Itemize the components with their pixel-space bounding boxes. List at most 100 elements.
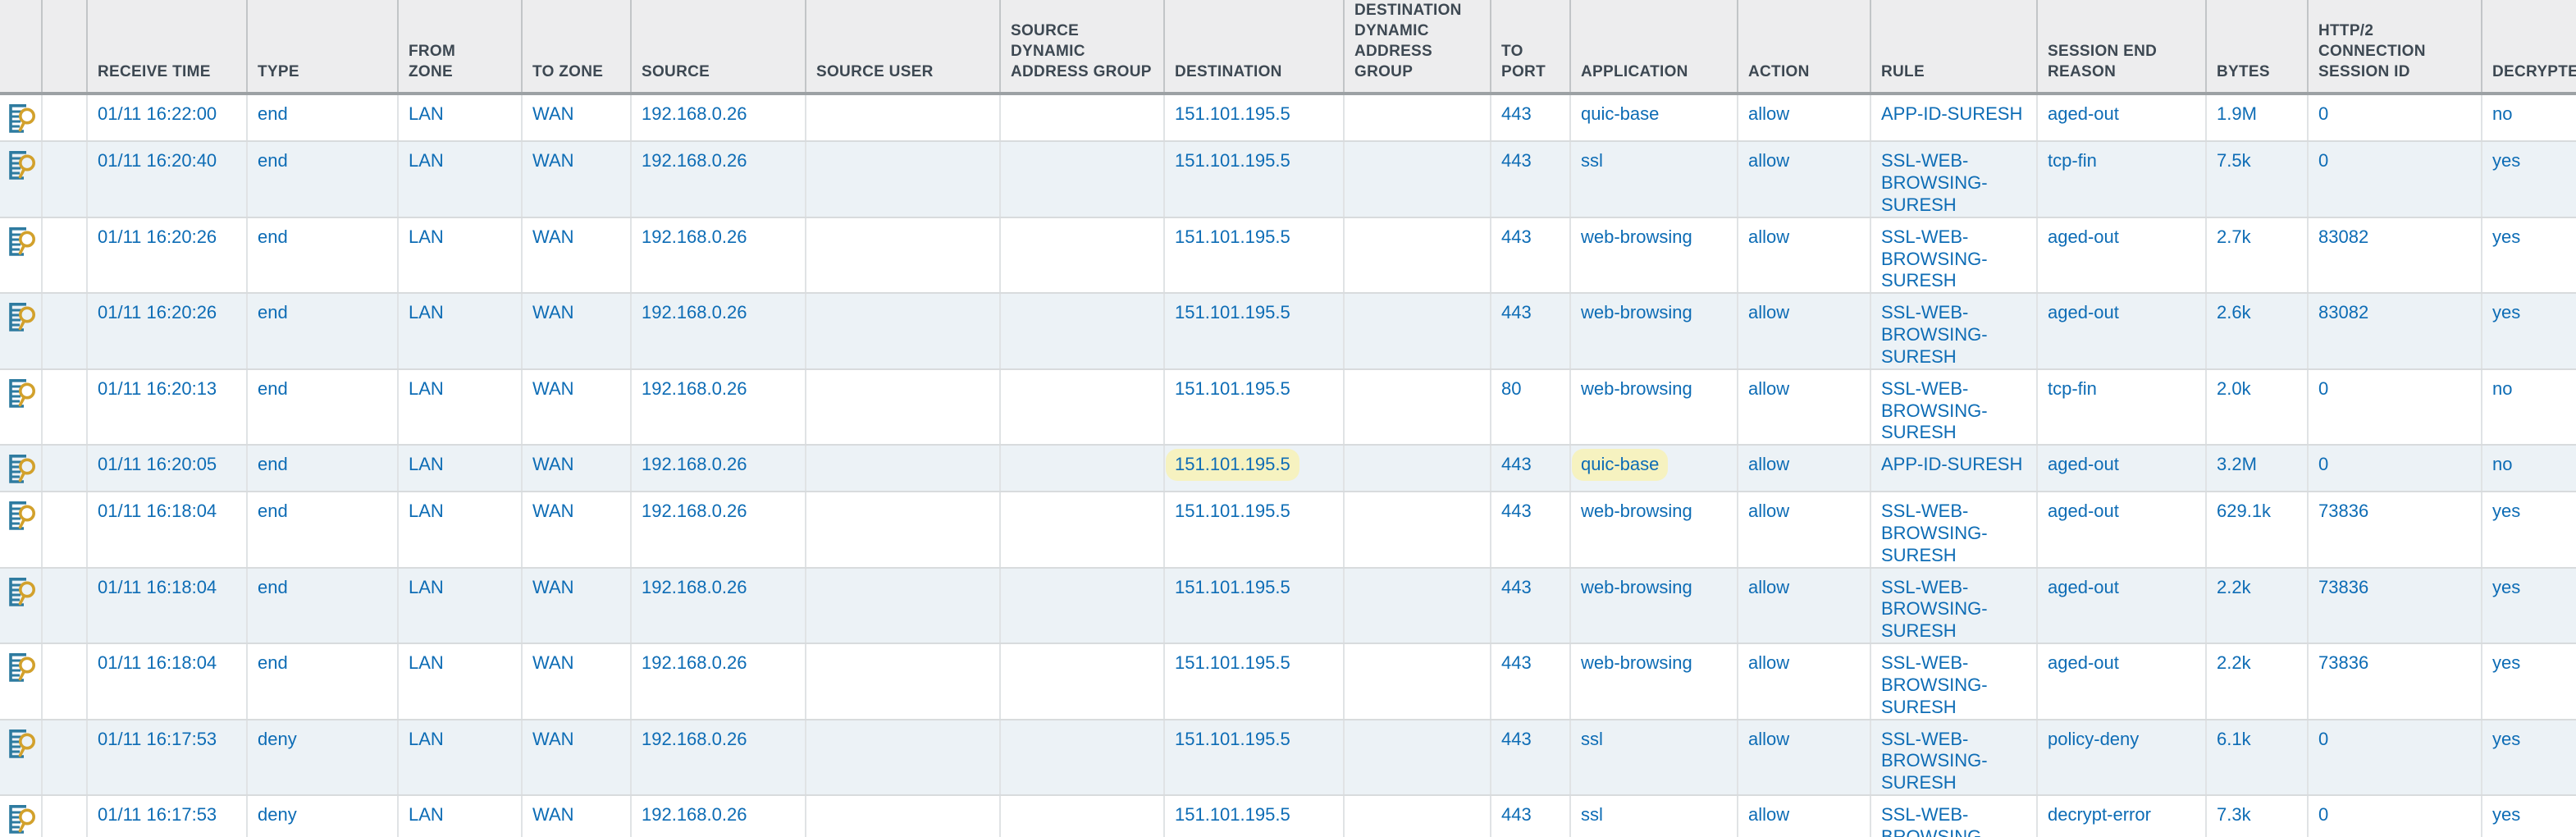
cell-value[interactable]: 443: [1501, 226, 1532, 247]
column-header-decrypted[interactable]: DECRYPTED: [2482, 0, 2576, 96]
cell-value[interactable]: 151.101.195.5: [1175, 103, 1290, 125]
cell-value[interactable]: yes: [2492, 652, 2521, 674]
cell-value[interactable]: no: [2492, 377, 2513, 399]
cell-value[interactable]: 151.101.195.5: [1166, 449, 1299, 482]
cell-value[interactable]: LAN: [409, 728, 444, 749]
cell-value[interactable]: end: [258, 226, 288, 247]
cell-value[interactable]: 151.101.195.5: [1175, 804, 1290, 826]
cell-value[interactable]: no: [2492, 454, 2513, 475]
cell-value[interactable]: 151.101.195.5: [1175, 501, 1290, 522]
cell-value[interactable]: LAN: [409, 302, 444, 323]
cell-value[interactable]: 0: [2318, 454, 2329, 475]
log-detail-icon[interactable]: [6, 651, 36, 684]
cell-value[interactable]: 192.168.0.26: [642, 576, 747, 597]
cell-value[interactable]: 192.168.0.26: [642, 501, 747, 522]
cell-value[interactable]: yes: [2492, 226, 2521, 247]
cell-value[interactable]: allow: [1748, 576, 1790, 597]
cell-value[interactable]: LAN: [409, 652, 444, 674]
cell-value[interactable]: LAN: [409, 501, 444, 522]
cell-value[interactable]: yes: [2492, 804, 2521, 826]
cell-value[interactable]: 443: [1501, 103, 1532, 125]
cell-value[interactable]: allow: [1748, 150, 1790, 172]
cell-value[interactable]: 73836: [2318, 576, 2369, 597]
cell-value[interactable]: end: [258, 652, 288, 674]
cell-value[interactable]: no: [2492, 103, 2513, 125]
cell-value[interactable]: SSL-WEB-BROWSING-SURESH: [1881, 226, 1988, 291]
cell-value[interactable]: LAN: [409, 103, 444, 125]
cell-value[interactable]: SSL-WEB-BROWSING-SURESH: [1881, 728, 1988, 794]
cell-value[interactable]: 2.6k: [2217, 302, 2251, 323]
cell-value[interactable]: 01/11 16:20:26: [98, 226, 217, 247]
cell-value[interactable]: end: [258, 576, 288, 597]
cell-value[interactable]: aged-out: [2048, 302, 2119, 323]
cell-value[interactable]: 6.1k: [2217, 728, 2251, 749]
cell-value[interactable]: 01/11 16:18:04: [98, 576, 217, 597]
cell-value[interactable]: 83082: [2318, 226, 2369, 247]
cell-value[interactable]: WAN: [532, 377, 574, 399]
cell-value[interactable]: aged-out: [2048, 501, 2119, 522]
log-detail-icon[interactable]: [6, 300, 36, 333]
cell-value[interactable]: end: [258, 302, 288, 323]
cell-value[interactable]: WAN: [532, 454, 574, 475]
cell-value[interactable]: WAN: [532, 226, 574, 247]
cell-value[interactable]: tcp-fin: [2048, 377, 2097, 399]
log-detail-icon[interactable]: [6, 803, 36, 835]
cell-value[interactable]: WAN: [532, 103, 574, 125]
column-header-action[interactable]: ACTION: [1738, 0, 1871, 96]
cell-value[interactable]: allow: [1748, 728, 1790, 749]
cell-value[interactable]: LAN: [409, 377, 444, 399]
cell-value[interactable]: 01/11 16:20:13: [98, 377, 217, 399]
cell-value[interactable]: 151.101.195.5: [1175, 150, 1290, 172]
cell-value[interactable]: 443: [1501, 576, 1532, 597]
cell-value[interactable]: SSL-WEB-BROWSING-SURESH: [1881, 652, 1988, 717]
column-header-destination[interactable]: DESTINATION: [1164, 0, 1345, 96]
cell-value[interactable]: allow: [1748, 501, 1790, 522]
cell-value[interactable]: 7.3k: [2217, 804, 2251, 826]
cell-value[interactable]: aged-out: [2048, 576, 2119, 597]
cell-value[interactable]: 151.101.195.5: [1175, 652, 1290, 674]
cell-value[interactable]: allow: [1748, 804, 1790, 826]
cell-value[interactable]: 1.9M: [2217, 103, 2257, 125]
cell-value[interactable]: decrypt-error: [2048, 804, 2151, 826]
cell-value[interactable]: policy-deny: [2048, 728, 2140, 749]
column-header-application[interactable]: APPLICATION: [1570, 0, 1738, 96]
cell-value[interactable]: 443: [1501, 501, 1532, 522]
cell-value[interactable]: web-browsing: [1581, 226, 1692, 247]
log-detail-icon[interactable]: [6, 499, 36, 532]
cell-value[interactable]: end: [258, 454, 288, 475]
cell-value[interactable]: web-browsing: [1581, 576, 1692, 597]
cell-value[interactable]: 0: [2318, 150, 2329, 172]
cell-value[interactable]: end: [258, 377, 288, 399]
cell-value[interactable]: WAN: [532, 150, 574, 172]
column-header-type[interactable]: TYPE: [247, 0, 399, 96]
cell-value[interactable]: web-browsing: [1581, 302, 1692, 323]
cell-value[interactable]: deny: [258, 728, 297, 749]
cell-value[interactable]: 151.101.195.5: [1175, 226, 1290, 247]
column-header-source_dynamic_address_group[interactable]: SOURCE DYNAMIC ADDRESS GROUP: [1000, 0, 1165, 96]
cell-value[interactable]: 01/11 16:18:04: [98, 652, 217, 674]
column-header-from_zone[interactable]: FROM ZONE: [398, 0, 523, 96]
column-header-to_zone[interactable]: TO ZONE: [522, 0, 632, 96]
cell-value[interactable]: ssl: [1581, 728, 1603, 749]
cell-value[interactable]: SSL-WEB-BROWSING-SURESH: [1881, 501, 1988, 565]
cell-value[interactable]: deny: [258, 804, 297, 826]
cell-value[interactable]: quic-base: [1581, 103, 1660, 125]
cell-value[interactable]: aged-out: [2048, 103, 2119, 125]
cell-value[interactable]: allow: [1748, 652, 1790, 674]
log-detail-icon[interactable]: [6, 727, 36, 760]
cell-value[interactable]: 192.168.0.26: [642, 804, 747, 826]
cell-value[interactable]: quic-base: [1572, 449, 1669, 482]
cell-value[interactable]: 01/11 16:17:53: [98, 728, 217, 749]
cell-value[interactable]: 2.2k: [2217, 576, 2251, 597]
cell-value[interactable]: 151.101.195.5: [1175, 728, 1290, 749]
cell-value[interactable]: SSL-WEB-BROWSING-SURESH: [1881, 302, 1988, 367]
cell-value[interactable]: web-browsing: [1581, 377, 1692, 399]
cell-value[interactable]: web-browsing: [1581, 501, 1692, 522]
cell-value[interactable]: SSL-WEB-BROWSING-SURESH: [1881, 377, 1988, 443]
cell-value[interactable]: SSL-WEB-BROWSING-SURESH: [1881, 804, 1988, 837]
cell-value[interactable]: 83082: [2318, 302, 2369, 323]
cell-value[interactable]: 443: [1501, 728, 1532, 749]
cell-value[interactable]: yes: [2492, 150, 2521, 172]
cell-value[interactable]: 443: [1501, 454, 1532, 475]
log-detail-icon[interactable]: [6, 149, 36, 181]
